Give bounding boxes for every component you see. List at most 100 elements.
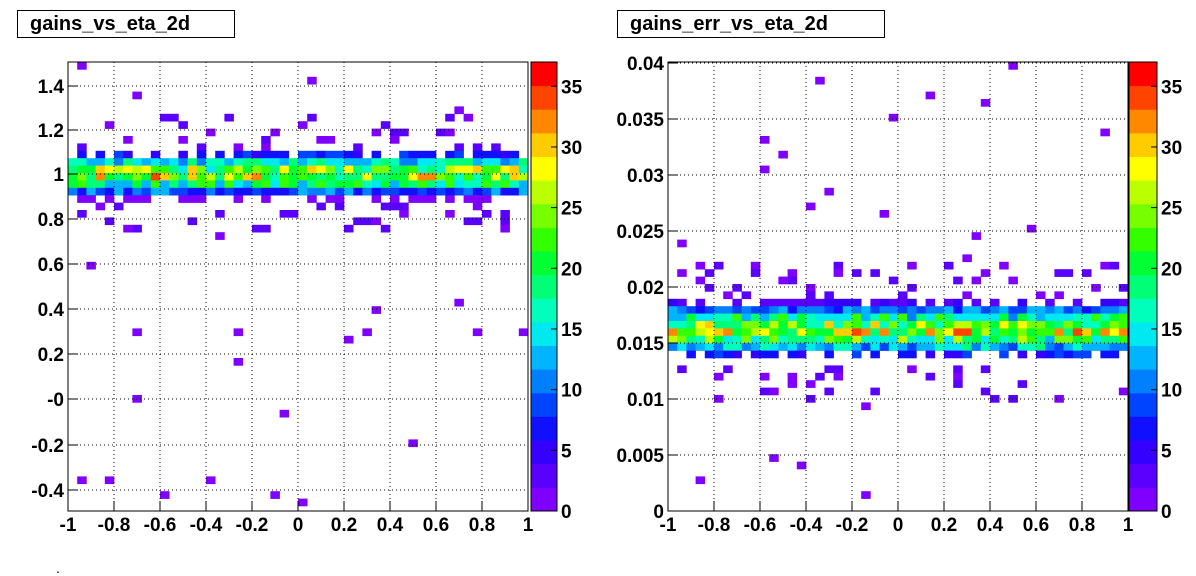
heat-cell: [962, 350, 972, 359]
heat-cell: [482, 158, 492, 166]
heat-cell: [196, 143, 207, 152]
heat-cell: [482, 180, 492, 189]
heat-cell: [787, 321, 798, 329]
heat-cell: [454, 165, 464, 174]
heat-cell: [132, 173, 142, 181]
heat-cell: [233, 358, 244, 366]
heat-cell: [723, 306, 733, 314]
heat-cell: [279, 165, 290, 174]
heat-cell: [732, 350, 742, 359]
heat-cell: [1091, 313, 1101, 322]
heat-cell: [695, 298, 706, 307]
heat-cell: [371, 180, 382, 189]
heat-cell: [668, 343, 678, 351]
heat-cell: [787, 269, 798, 277]
heat-cell: [999, 306, 1009, 314]
heat-cell: [1054, 269, 1064, 277]
heat-cell: [288, 180, 299, 189]
heat-cell: [695, 335, 706, 344]
heat-cell: [842, 313, 853, 322]
heat-cell: [206, 187, 216, 196]
heat-cell: [714, 261, 724, 270]
heat-cell: [1082, 328, 1092, 337]
colorbar-segment: [1129, 298, 1157, 323]
heat-cell: [242, 165, 253, 174]
heat-cell: [334, 173, 345, 181]
heat-cell: [77, 158, 87, 166]
heat-cell: [270, 158, 280, 166]
heat-cell: [417, 165, 428, 174]
x-tick-label: 0.6: [1023, 515, 1049, 536]
heat-cell: [390, 202, 400, 211]
heat-cell: [732, 343, 742, 351]
colorbar-tick-label: 35: [1161, 77, 1183, 98]
heat-cell: [325, 158, 336, 166]
heat-cell: [934, 321, 945, 329]
heat-cell: [380, 158, 391, 166]
heat-cell: [178, 165, 188, 174]
heat-cell: [206, 158, 216, 166]
heat-cell: [150, 180, 161, 189]
heat-cell: [677, 335, 687, 344]
heat-cell: [787, 298, 798, 307]
heat-cell: [723, 365, 733, 374]
heat-cell: [870, 350, 880, 359]
heat-cell: [417, 158, 428, 166]
heat-cell: [1082, 343, 1092, 351]
heat-cell: [962, 335, 972, 344]
heat-cell: [215, 158, 225, 166]
heat-cell: [187, 195, 198, 203]
heat-cell: [390, 180, 400, 189]
heat-cell: [141, 158, 152, 166]
heat-cell: [1063, 306, 1074, 314]
heat-cell: [380, 180, 391, 189]
x-tick-label: -0.2: [836, 515, 869, 536]
heat-cell: [934, 306, 945, 314]
heat-cell: [1091, 328, 1101, 337]
heat-cell: [741, 313, 752, 322]
heat-cell: [390, 165, 400, 174]
heat-cell: [344, 158, 354, 166]
heat-cell: [160, 187, 170, 196]
heat-cell: [668, 328, 678, 337]
heat-cell: [1017, 321, 1028, 329]
left-chart-title: gains_vs_eta_2d: [17, 10, 235, 38]
heat-cell: [104, 195, 115, 203]
heat-cell: [380, 202, 391, 211]
heat-cell: [1017, 306, 1028, 314]
heat-cell: [1072, 335, 1083, 344]
heat-cell: [390, 136, 400, 144]
heat-cell: [252, 158, 262, 166]
heat-cell: [723, 350, 733, 359]
heat-cell: [123, 195, 133, 203]
heat-cell: [750, 350, 761, 359]
heat-cell: [408, 195, 418, 203]
heat-cell: [114, 202, 124, 211]
heat-cell: [1118, 306, 1129, 314]
heat-cell: [704, 306, 715, 314]
heat-cell: [714, 350, 724, 359]
heat-cell: [454, 106, 464, 115]
heat-cell: [990, 321, 1000, 329]
heat-cell: [86, 158, 96, 166]
heat-cell: [160, 113, 170, 122]
heat-cell: [916, 343, 926, 351]
heat-cell: [1008, 343, 1018, 351]
heat-cell: [298, 150, 308, 159]
heat-cell: [677, 298, 687, 307]
heat-cell: [704, 269, 715, 277]
heat-cell: [815, 306, 825, 314]
heat-cell: [270, 150, 280, 159]
heat-cell: [888, 343, 899, 351]
heat-cell: [270, 491, 280, 499]
heat-cell: [436, 187, 446, 196]
heat-cell: [787, 372, 798, 381]
heat-cell: [695, 321, 706, 329]
heat-cell: [160, 158, 170, 166]
heat-cell: [815, 372, 825, 381]
heat-cell: [668, 313, 678, 322]
heat-cell: [141, 195, 152, 203]
heat-cell: [824, 335, 834, 344]
colorbar-segment: [531, 487, 557, 512]
